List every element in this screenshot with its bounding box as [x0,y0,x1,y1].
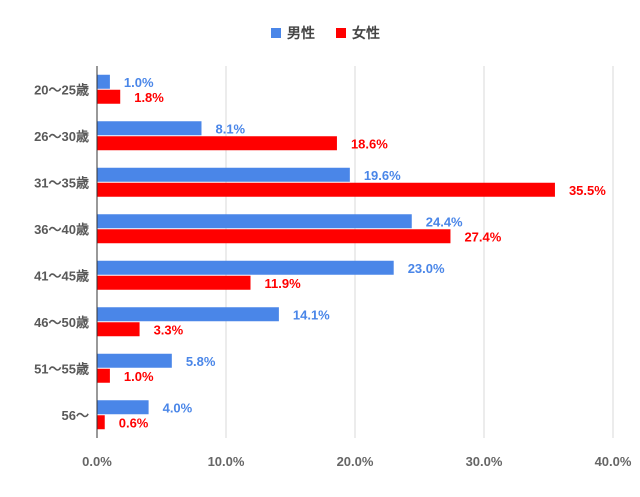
data-label: 11.9% [265,276,302,291]
axes: 0.0% 10.0% 20.0% 30.0% 40.0% 20〜25歳 26〜30歳 31〜3… [34,66,632,469]
legend-swatch [271,28,281,38]
data-label: 1.8% [134,90,164,105]
category-label: 20〜25歳 [34,82,89,97]
bar-female [97,322,140,337]
data-label: 24.4% [426,214,463,229]
bar-female [97,136,337,151]
bar-male [97,400,149,415]
x-tick-label: 30.0% [466,454,503,469]
bar-male [97,214,412,229]
data-label: 18.6% [351,136,388,151]
bar-female [97,89,121,104]
bar-male [97,307,279,322]
data-label: 8.1% [215,121,245,136]
legend-label: 女性 [352,25,380,41]
data-label: 23.0% [408,261,445,276]
bar-female [97,275,251,290]
data-label: 35.5% [569,183,606,198]
bar-male [97,121,202,136]
data-label: 3.3% [154,322,184,337]
category-label: 26〜30歳 [34,129,89,144]
bar-female [97,182,555,197]
bar-female [97,229,451,244]
x-tick-label: 40.0% [595,454,632,469]
data-label: 1.0% [124,75,154,90]
data-label: 0.6% [119,415,149,430]
category-label: 51〜55歳 [34,361,89,376]
data-label: 5.8% [186,354,216,369]
bar-female [97,415,105,430]
data-label: 4.0% [163,400,193,415]
bar-male [97,167,350,182]
data-label: 14.1% [293,307,330,322]
x-tick-label: 10.0% [208,454,245,469]
bar-male [97,260,394,275]
x-tick-label: 0.0% [82,454,112,469]
category-label: 36〜40歳 [34,222,89,237]
bar-male [97,353,172,368]
bars [97,74,555,430]
category-label: 41〜45歳 [34,268,89,283]
x-tick-label: 20.0% [337,454,374,469]
labels: 1.0%1.8%8.1%18.6%19.6%35.5%24.4%27.4%23.… [119,75,607,431]
gridlines [225,66,614,438]
category-label: 31〜35歳 [34,175,89,190]
bar-female [97,368,110,383]
legend-label: 男性 [287,25,315,41]
data-label: 27.4% [464,229,501,244]
data-label: 19.6% [364,168,401,183]
category-label: 46〜50歳 [34,315,89,330]
category-label: 56〜 [62,408,89,423]
data-label: 1.0% [124,369,154,384]
bar-male [97,74,110,89]
legend: 男性 女性 [271,25,380,41]
legend-swatch [336,28,346,38]
